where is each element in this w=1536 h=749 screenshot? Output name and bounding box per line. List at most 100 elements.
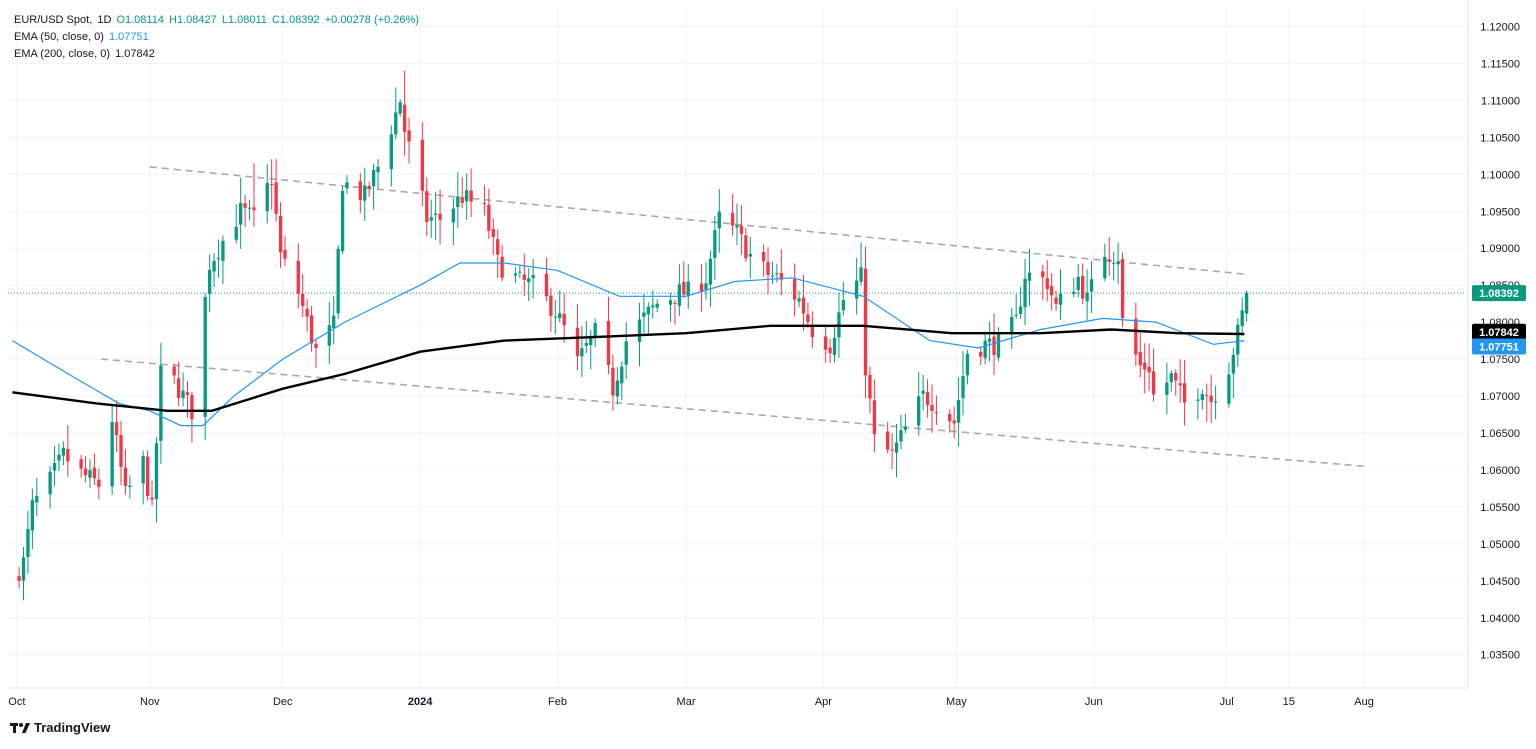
candle-body	[1041, 271, 1045, 278]
candle-up	[398, 99, 402, 117]
candle-body	[21, 557, 26, 581]
candle-body	[983, 340, 987, 359]
candle-up	[642, 293, 646, 334]
tradingview-logo[interactable]: TradingView	[10, 720, 110, 735]
candle-body	[181, 390, 185, 399]
candle-body	[154, 443, 159, 500]
candle-up	[620, 361, 624, 401]
candle-body	[673, 302, 677, 304]
candle-up	[593, 318, 597, 348]
candle-body	[1196, 399, 1200, 401]
y-tick-label: 1.09000	[1480, 243, 1520, 255]
candle-body	[744, 235, 748, 259]
candle-body	[482, 202, 487, 204]
x-tick-label: Jul	[1220, 696, 1234, 708]
x-tick-label: Aug	[1354, 696, 1374, 708]
candle-down	[270, 159, 274, 210]
candle-body	[868, 375, 872, 399]
trendline[interactable]	[149, 166, 1245, 275]
candle-down	[1147, 343, 1151, 392]
candle-body	[642, 312, 646, 317]
candle-down	[296, 243, 300, 309]
candle-down	[952, 406, 956, 439]
interval[interactable]: 1D	[97, 14, 112, 26]
candle-body	[145, 456, 150, 496]
candle-body	[704, 283, 708, 290]
candle-down	[1120, 252, 1125, 328]
candle-body	[792, 279, 797, 300]
candle-up	[376, 159, 380, 189]
candle-up	[558, 290, 562, 323]
candle-body	[1240, 310, 1244, 326]
candle-body	[513, 273, 518, 276]
candle-down	[863, 246, 868, 399]
time-axis[interactable]: Oct Nov Dec 2024 Feb Mar Apr May Jun Jul 15 Aug	[8, 687, 1468, 708]
ema200-label[interactable]: EMA (200, close, 0)	[14, 48, 110, 60]
candle-body	[296, 260, 300, 294]
candle-body	[270, 184, 274, 186]
x-tick-label: Mar	[677, 696, 696, 708]
candle-down	[828, 338, 832, 363]
candle-body	[1014, 314, 1018, 316]
candle-down	[744, 228, 748, 262]
candle-up	[1244, 290, 1249, 322]
candle-body	[668, 300, 673, 305]
candle-up	[854, 257, 859, 315]
candle-body	[948, 413, 952, 422]
candle-up	[465, 173, 469, 220]
x-tick-label: May	[946, 696, 967, 708]
candle-up	[1058, 268, 1063, 320]
candle-body	[1209, 395, 1213, 403]
ema50-label[interactable]: EMA (50, close, 0)	[14, 31, 104, 43]
candle-down	[283, 236, 287, 266]
candle-down	[1205, 383, 1209, 422]
candle-up	[1236, 318, 1240, 367]
candle-down	[766, 247, 770, 295]
price-tags: 1.08392 1.07842 1.07751	[1472, 285, 1526, 355]
symbol-name[interactable]: EUR/USD Spot	[14, 14, 90, 26]
candle-up	[1103, 243, 1107, 282]
x-tick-label: Nov	[140, 696, 160, 708]
candle-down	[522, 253, 526, 296]
candle-body	[775, 273, 779, 275]
candle-body	[61, 447, 66, 456]
candle-up	[1072, 277, 1076, 298]
candle-up	[899, 414, 903, 450]
candle-down	[1134, 302, 1138, 367]
candle-up	[580, 326, 584, 377]
candle-body	[123, 467, 128, 487]
candle-body	[589, 335, 593, 346]
candle-up	[216, 239, 221, 278]
ema50-line	[12, 262, 1245, 427]
candle-down	[274, 159, 278, 222]
y-tick-label: 1.10000	[1480, 169, 1520, 181]
ema200-price-tag	[1472, 323, 1526, 340]
y-tick-label: 1.06500	[1480, 428, 1520, 440]
trendline[interactable]	[100, 358, 1365, 468]
candle-body	[637, 319, 642, 342]
candle-body	[309, 315, 314, 344]
candle-up	[965, 349, 970, 385]
candle-up	[704, 262, 708, 300]
candle-body	[739, 225, 744, 234]
candle-up	[1010, 307, 1014, 349]
candle-body	[1138, 352, 1142, 366]
candle-body	[1120, 259, 1125, 319]
candle-body	[841, 300, 846, 311]
candle-down	[792, 263, 797, 317]
candle-body	[797, 298, 801, 302]
candle-down	[1209, 375, 1213, 424]
candle-body	[234, 226, 238, 240]
chart-grid	[8, 8, 1466, 688]
candle-down	[482, 184, 487, 216]
candle-up	[1018, 287, 1023, 319]
candle-down	[673, 299, 677, 325]
candle-down	[150, 480, 154, 506]
candle-body	[615, 380, 620, 397]
candle-up	[451, 197, 456, 246]
candle-up	[26, 510, 30, 575]
tradingview-logo-text: TradingView	[34, 720, 111, 735]
candle-body	[1072, 291, 1076, 295]
candle-body	[810, 324, 814, 338]
